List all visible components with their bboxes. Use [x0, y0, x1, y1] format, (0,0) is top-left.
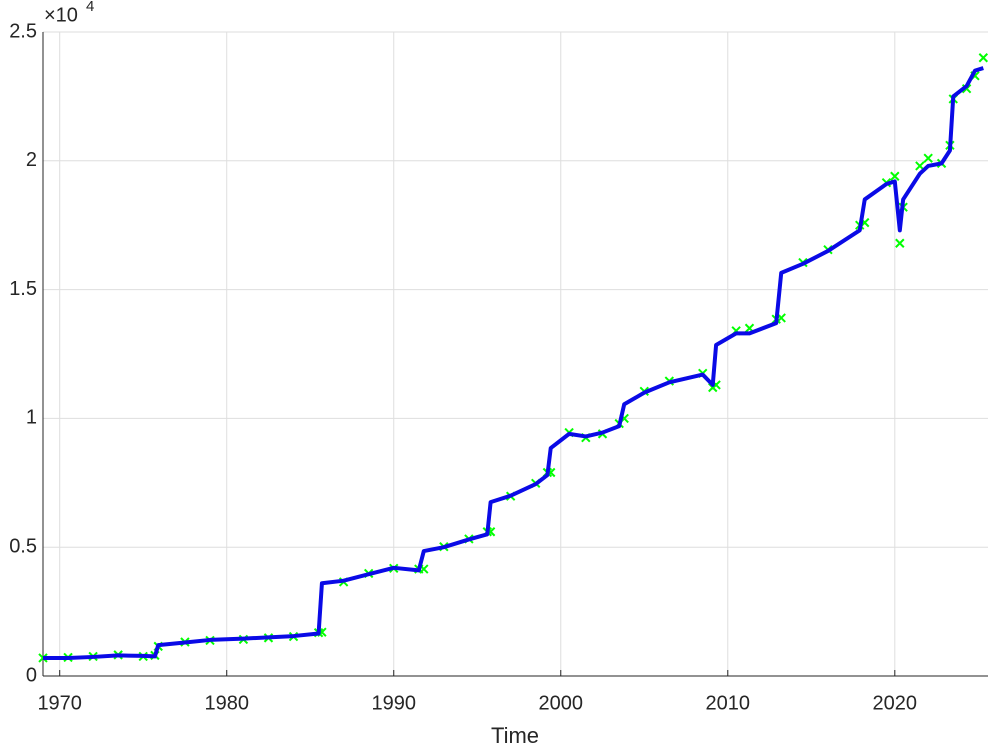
data-marker	[890, 171, 900, 181]
x-tick-label: 1980	[204, 692, 249, 714]
y-multiplier-exponent: 4	[86, 0, 94, 15]
series-line	[43, 66, 984, 660]
data-marker	[895, 238, 905, 248]
x-tick-label: 1990	[371, 692, 416, 714]
y-tick-label: 1.5	[9, 278, 37, 300]
y-tick-label: 1	[26, 407, 37, 429]
x-tick-label: 1970	[37, 692, 82, 714]
y-tick-label: 0.5	[9, 535, 37, 557]
y-tick-label: 2	[26, 149, 37, 171]
y-multiplier: ×10	[44, 4, 78, 26]
x-tick-label: 2020	[873, 692, 918, 714]
x-tick-label: 2010	[706, 692, 751, 714]
y-tick-label: 0	[26, 664, 37, 686]
y-tick-label: 2.5	[9, 20, 37, 42]
x-axis-label: Time	[491, 723, 539, 748]
x-tick-label: 2000	[539, 692, 584, 714]
data-marker	[923, 153, 933, 163]
data-marker	[978, 53, 989, 63]
